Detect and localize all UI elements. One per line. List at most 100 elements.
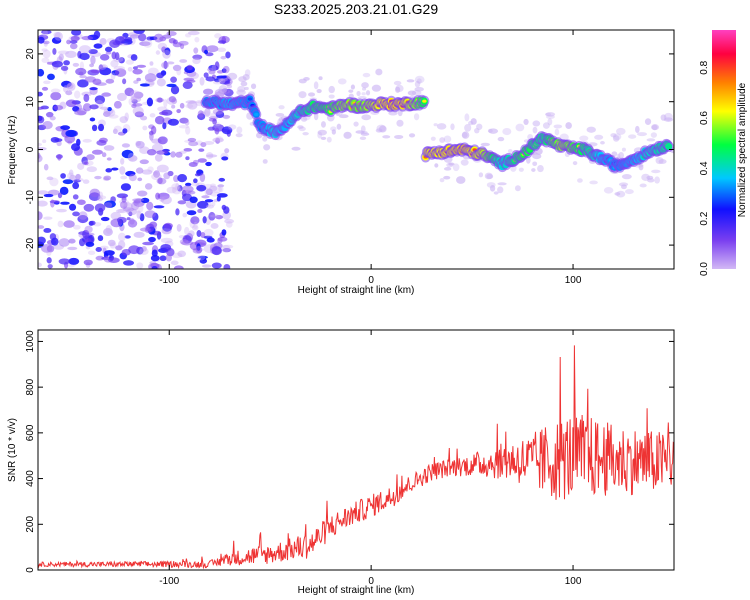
spectrogram-marks <box>38 30 674 269</box>
noise-blob <box>47 264 53 269</box>
noise-blob <box>197 208 203 214</box>
noise-blob <box>222 114 231 119</box>
faint-blob <box>375 68 383 76</box>
noise-blob <box>123 260 135 266</box>
noise-blob <box>38 211 43 221</box>
faint-blob <box>616 153 621 159</box>
noise-blob <box>76 199 86 205</box>
x-tick-label: -100 <box>159 275 179 286</box>
noise-blob <box>136 210 142 219</box>
snr-frame <box>37 329 675 571</box>
noise-blob <box>135 167 144 174</box>
noise-blob <box>139 83 150 87</box>
y-tick-label: 800 <box>25 378 36 395</box>
noise-blob <box>192 54 203 60</box>
faint-blob <box>348 89 354 93</box>
faint-blob <box>394 134 404 140</box>
noise-blob <box>57 50 70 55</box>
noise-blob <box>166 83 177 88</box>
faint-blob <box>439 178 445 183</box>
faint-blob <box>618 151 625 159</box>
faint-blob <box>355 130 365 134</box>
noise-blob <box>188 230 195 237</box>
noise-blob <box>139 41 151 47</box>
noise-blob <box>224 148 230 154</box>
noise-blob <box>57 154 62 161</box>
faint-blob <box>515 123 525 132</box>
noise-blob <box>126 217 131 221</box>
faint-blob <box>240 81 248 87</box>
faint-blob <box>227 72 238 80</box>
y-tick-label: 200 <box>25 516 36 533</box>
faint-blob <box>514 185 521 192</box>
noise-blob <box>110 72 116 80</box>
faint-blob <box>297 125 304 129</box>
noise-blob <box>204 199 214 203</box>
noise-blob <box>185 100 197 104</box>
noise-blob <box>205 188 213 196</box>
faint-blob <box>554 128 560 136</box>
faint-blob <box>371 84 382 92</box>
faint-blob <box>612 135 620 142</box>
faint-blob <box>644 118 652 125</box>
noise-blob <box>211 246 222 256</box>
faint-blob <box>655 157 664 165</box>
noise-blob <box>139 227 151 232</box>
faint-blob <box>408 133 416 138</box>
faint-blob <box>218 78 226 84</box>
faint-blob <box>651 124 660 131</box>
noise-blob <box>84 161 89 165</box>
noise-blob <box>154 115 165 125</box>
noise-blob <box>45 111 54 118</box>
faint-blob <box>658 159 667 164</box>
noise-blob <box>149 132 154 141</box>
noise-blob <box>204 49 209 55</box>
faint-blob <box>618 182 629 187</box>
noise-blob <box>103 175 112 181</box>
snr-y-ticks: 0 200 400 600 800 1000 <box>25 330 674 573</box>
noise-blob <box>66 39 71 45</box>
noise-blob <box>60 173 66 179</box>
noise-blob <box>120 175 128 180</box>
noise-blob <box>128 173 137 182</box>
noise-blob <box>120 201 128 209</box>
faint-blob <box>493 191 499 195</box>
noise-blob <box>41 57 50 63</box>
noise-blob <box>205 161 212 167</box>
noise-blob <box>203 72 209 78</box>
faint-blob <box>613 133 622 141</box>
faint-blob <box>316 89 322 94</box>
noise-blob <box>163 172 171 180</box>
noise-blob <box>160 243 172 251</box>
noise-blob <box>183 147 193 152</box>
faint-blob <box>621 174 632 180</box>
noise-blob <box>181 240 194 246</box>
faint-blob <box>443 167 452 171</box>
noise-blob <box>55 208 67 213</box>
faint-blob <box>646 175 654 180</box>
noise-blob <box>38 91 43 97</box>
noise-blob <box>203 228 214 237</box>
faint-blob <box>396 119 404 127</box>
faint-blob <box>320 136 327 140</box>
noise-blob <box>177 185 183 192</box>
faint-blob <box>502 127 512 136</box>
noise-blob <box>115 209 128 214</box>
noise-blob <box>136 77 141 82</box>
noise-blob <box>43 216 53 220</box>
faint-blob <box>434 163 439 168</box>
noise-blob <box>105 78 115 84</box>
faint-blob <box>565 122 572 129</box>
noise-blob <box>43 80 51 85</box>
faint-blob <box>464 113 470 122</box>
noise-blob <box>184 120 190 126</box>
colorbar-tick-label: 0.4 <box>699 161 710 175</box>
noise-blob <box>133 80 139 84</box>
noise-blob <box>83 203 95 212</box>
noise-blob <box>146 201 154 211</box>
faint-blob <box>336 123 342 130</box>
noise-blob <box>209 214 221 218</box>
faint-blob <box>532 126 538 134</box>
noise-blob <box>163 60 168 70</box>
